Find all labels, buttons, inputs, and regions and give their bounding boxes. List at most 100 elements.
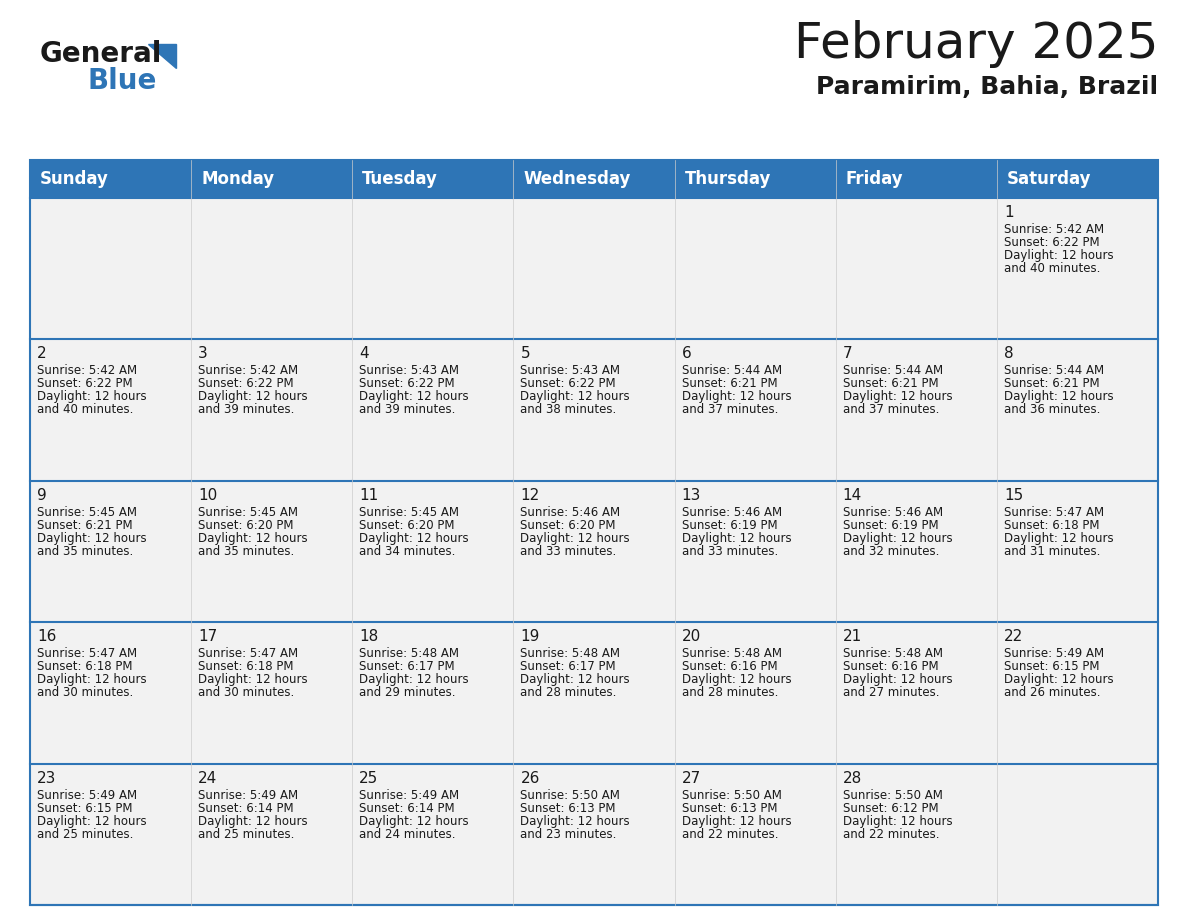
Text: Sunset: 6:22 PM: Sunset: 6:22 PM — [1004, 236, 1099, 249]
Text: Daylight: 12 hours: Daylight: 12 hours — [520, 532, 630, 544]
Text: Sunrise: 5:45 AM: Sunrise: 5:45 AM — [37, 506, 137, 519]
Text: Sunset: 6:22 PM: Sunset: 6:22 PM — [37, 377, 133, 390]
Text: Sunrise: 5:46 AM: Sunrise: 5:46 AM — [520, 506, 620, 519]
Text: and 29 minutes.: and 29 minutes. — [359, 686, 456, 700]
Text: Sunrise: 5:48 AM: Sunrise: 5:48 AM — [842, 647, 943, 660]
Text: Daylight: 12 hours: Daylight: 12 hours — [37, 673, 146, 686]
Text: and 35 minutes.: and 35 minutes. — [198, 544, 295, 558]
Text: February 2025: February 2025 — [794, 20, 1158, 68]
Polygon shape — [148, 44, 176, 68]
Text: Blue: Blue — [88, 67, 157, 95]
Text: General: General — [40, 40, 163, 68]
Text: and 30 minutes.: and 30 minutes. — [37, 686, 133, 700]
Text: 28: 28 — [842, 770, 862, 786]
Text: Daylight: 12 hours: Daylight: 12 hours — [198, 814, 308, 828]
Text: 26: 26 — [520, 770, 539, 786]
Text: 11: 11 — [359, 487, 379, 503]
Text: Daylight: 12 hours: Daylight: 12 hours — [359, 532, 469, 544]
Text: Daylight: 12 hours: Daylight: 12 hours — [37, 390, 146, 403]
Text: Daylight: 12 hours: Daylight: 12 hours — [842, 673, 953, 686]
Bar — [835, 764, 997, 905]
Text: 5: 5 — [520, 346, 530, 362]
Text: 24: 24 — [198, 770, 217, 786]
Text: Sunset: 6:17 PM: Sunset: 6:17 PM — [520, 660, 617, 673]
Bar — [997, 340, 1158, 481]
Text: and 40 minutes.: and 40 minutes. — [1004, 262, 1100, 275]
Text: 6: 6 — [682, 346, 691, 362]
Text: Sunset: 6:22 PM: Sunset: 6:22 PM — [520, 377, 617, 390]
Text: 16: 16 — [37, 629, 56, 644]
Text: 25: 25 — [359, 770, 379, 786]
Text: Sunrise: 5:45 AM: Sunrise: 5:45 AM — [198, 506, 298, 519]
Text: Sunrise: 5:50 AM: Sunrise: 5:50 AM — [842, 789, 942, 801]
Text: 7: 7 — [842, 346, 852, 362]
Text: and 39 minutes.: and 39 minutes. — [359, 403, 456, 417]
Text: Sunset: 6:18 PM: Sunset: 6:18 PM — [1004, 519, 1099, 532]
Text: Sunday: Sunday — [40, 170, 109, 188]
Text: 2: 2 — [37, 346, 46, 362]
Text: 23: 23 — [37, 770, 56, 786]
Text: Sunset: 6:19 PM: Sunset: 6:19 PM — [682, 519, 777, 532]
Bar — [191, 764, 353, 905]
Text: Sunrise: 5:49 AM: Sunrise: 5:49 AM — [37, 789, 137, 801]
Bar — [191, 160, 353, 198]
Text: Sunrise: 5:50 AM: Sunrise: 5:50 AM — [682, 789, 782, 801]
Text: 27: 27 — [682, 770, 701, 786]
Text: Sunset: 6:20 PM: Sunset: 6:20 PM — [198, 519, 293, 532]
Text: 14: 14 — [842, 487, 862, 503]
Bar — [30, 160, 1158, 905]
Bar — [30, 340, 191, 481]
Text: Sunset: 6:13 PM: Sunset: 6:13 PM — [682, 801, 777, 814]
Bar — [675, 160, 835, 198]
Bar — [353, 340, 513, 481]
Bar — [997, 764, 1158, 905]
Bar — [30, 764, 191, 905]
Text: Sunset: 6:13 PM: Sunset: 6:13 PM — [520, 801, 615, 814]
Text: and 26 minutes.: and 26 minutes. — [1004, 686, 1100, 700]
Text: and 23 minutes.: and 23 minutes. — [520, 828, 617, 841]
Bar — [997, 160, 1158, 198]
Text: 8: 8 — [1004, 346, 1013, 362]
Text: Daylight: 12 hours: Daylight: 12 hours — [37, 814, 146, 828]
Bar — [997, 481, 1158, 622]
Text: Sunrise: 5:47 AM: Sunrise: 5:47 AM — [1004, 506, 1104, 519]
Text: Sunset: 6:21 PM: Sunset: 6:21 PM — [37, 519, 133, 532]
Text: Sunset: 6:20 PM: Sunset: 6:20 PM — [520, 519, 615, 532]
Text: and 32 minutes.: and 32 minutes. — [842, 544, 939, 558]
Text: and 24 minutes.: and 24 minutes. — [359, 828, 456, 841]
Bar — [675, 622, 835, 764]
Bar — [997, 198, 1158, 340]
Text: Daylight: 12 hours: Daylight: 12 hours — [682, 532, 791, 544]
Text: and 37 minutes.: and 37 minutes. — [682, 403, 778, 417]
Text: Paramirim, Bahia, Brazil: Paramirim, Bahia, Brazil — [816, 75, 1158, 99]
Bar — [835, 340, 997, 481]
Text: Sunset: 6:18 PM: Sunset: 6:18 PM — [37, 660, 133, 673]
Text: 15: 15 — [1004, 487, 1023, 503]
Bar — [353, 198, 513, 340]
Text: Daylight: 12 hours: Daylight: 12 hours — [520, 673, 630, 686]
Bar — [30, 481, 191, 622]
Bar — [513, 622, 675, 764]
Bar — [353, 622, 513, 764]
Text: 18: 18 — [359, 629, 379, 644]
Text: Daylight: 12 hours: Daylight: 12 hours — [520, 390, 630, 403]
Text: Sunrise: 5:50 AM: Sunrise: 5:50 AM — [520, 789, 620, 801]
Text: and 25 minutes.: and 25 minutes. — [198, 828, 295, 841]
Text: 4: 4 — [359, 346, 369, 362]
Text: Sunrise: 5:47 AM: Sunrise: 5:47 AM — [37, 647, 137, 660]
Text: 19: 19 — [520, 629, 539, 644]
Text: 22: 22 — [1004, 629, 1023, 644]
Text: and 33 minutes.: and 33 minutes. — [520, 544, 617, 558]
Text: 10: 10 — [198, 487, 217, 503]
Text: and 35 minutes.: and 35 minutes. — [37, 544, 133, 558]
Text: and 36 minutes.: and 36 minutes. — [1004, 403, 1100, 417]
Text: Sunrise: 5:45 AM: Sunrise: 5:45 AM — [359, 506, 460, 519]
Text: Sunrise: 5:44 AM: Sunrise: 5:44 AM — [842, 364, 943, 377]
Text: Sunrise: 5:48 AM: Sunrise: 5:48 AM — [682, 647, 782, 660]
Text: Sunrise: 5:42 AM: Sunrise: 5:42 AM — [1004, 223, 1104, 236]
Text: Sunset: 6:15 PM: Sunset: 6:15 PM — [37, 801, 133, 814]
Bar — [191, 481, 353, 622]
Bar — [30, 198, 191, 340]
Text: 21: 21 — [842, 629, 862, 644]
Text: Sunset: 6:14 PM: Sunset: 6:14 PM — [359, 801, 455, 814]
